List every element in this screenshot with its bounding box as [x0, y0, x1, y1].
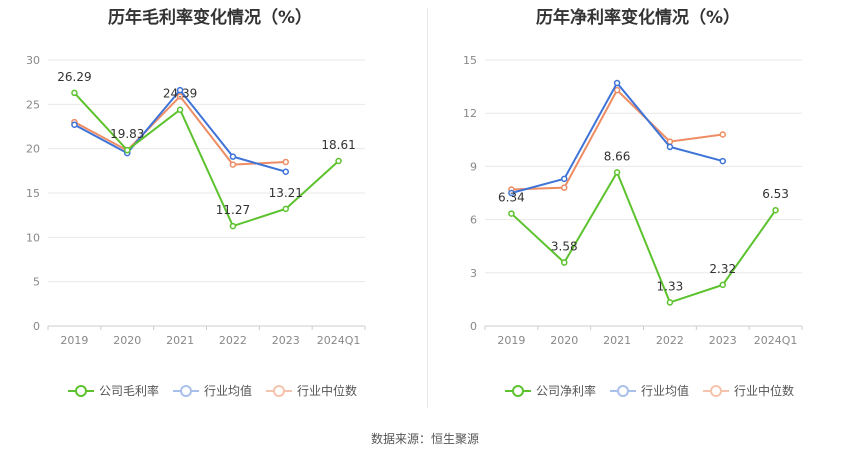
gross-margin-x-tick-label: 2023 [272, 334, 300, 347]
gross-margin-y-tick-label: 25 [26, 98, 40, 111]
net-margin-x-tick-label: 2020 [550, 334, 578, 347]
legend-label: 行业中位数 [734, 384, 795, 398]
gross-margin-data-point-1 [176, 86, 184, 94]
legend-marker-icon [610, 384, 637, 398]
net-margin-data-point-0 [613, 169, 621, 176]
net-margin-y-tick-label: 0 [470, 320, 477, 333]
net-margin-x-tick-label: 2022 [656, 334, 684, 347]
legend-marker-icon [173, 384, 200, 398]
gross-margin-data-point-0 [282, 205, 289, 213]
legend-marker-icon [703, 384, 730, 398]
net-margin-data-label: 3.58 [551, 240, 578, 254]
gross-margin-data-point-1 [229, 153, 237, 160]
net-margin-y-tick-label: 6 [470, 214, 477, 227]
gross-margin-data-point-0 [176, 106, 184, 113]
gross-margin-x-tick-label: 2020 [113, 334, 141, 347]
legend-item-company[interactable]: 公司净利率 [505, 382, 596, 399]
net-margin-data-point-2 [719, 131, 726, 138]
gross-margin-data-label: 24.39 [163, 87, 197, 101]
net-margin-data-point-0 [508, 210, 515, 217]
net-margin-data-point-1 [508, 189, 515, 197]
net-margin-x-tick-label: 2023 [709, 334, 737, 347]
net-margin-legend: 公司净利率 行业均值 行业中位数 [505, 382, 808, 399]
gross-margin-data-label: 26.29 [57, 70, 91, 84]
legend-item-industry-average[interactable]: 行业均值 [173, 382, 252, 399]
legend-label: 公司净利率 [536, 384, 597, 398]
gross-margin-x-tick-label: 2024Q1 [317, 334, 361, 347]
gross-margin-data-point-0 [335, 157, 342, 165]
net-margin-data-point-1 [666, 143, 674, 151]
legend-item-company[interactable]: 公司毛利率 [68, 382, 159, 399]
gross-margin-y-tick-label: 15 [26, 187, 40, 200]
legend-label: 行业均值 [641, 384, 690, 398]
net-margin-data-point-0 [561, 259, 568, 266]
net-margin-data-label: 8.66 [604, 149, 631, 163]
gross-margin-data-label: 11.27 [216, 203, 250, 217]
net-margin-y-tick-label: 9 [470, 160, 477, 173]
gross-margin-y-tick-label: 30 [26, 54, 40, 67]
net-margin-x-tick-label: 2024Q1 [754, 334, 798, 347]
net-margin-chart-title: 历年净利率变化情况（%） [535, 8, 741, 28]
gross-margin-y-tick-label: 0 [33, 320, 40, 333]
gross-margin-data-point-2 [176, 93, 184, 100]
gross-margin-data-point-0 [71, 89, 78, 97]
gross-margin-data-label: 18.61 [321, 138, 355, 152]
net-margin-data-point-2 [561, 184, 568, 191]
legend-label: 行业中位数 [297, 384, 358, 398]
legend-marker-icon [505, 384, 531, 398]
legend-item-industry-median[interactable]: 行业中位数 [266, 382, 357, 399]
panel-divider [427, 8, 428, 408]
net-margin-data-point-2 [613, 86, 621, 94]
gross-margin-y-tick-label: 20 [26, 143, 40, 156]
net-margin-x-tick-label: 2019 [497, 334, 525, 347]
net-margin-data-point-0 [719, 281, 726, 289]
gross-margin-x-tick-label: 2021 [166, 334, 194, 347]
gross-margin-data-point-0 [229, 222, 237, 230]
legend-label: 公司毛利率 [99, 384, 160, 398]
legend-label: 行业均值 [204, 384, 253, 398]
legend-item-industry-median[interactable]: 行业中位数 [703, 382, 794, 399]
gross-margin-data-point-1 [282, 168, 289, 175]
gross-margin-legend: 公司毛利率 行业均值 行业中位数 [68, 382, 371, 399]
legend-item-industry-average[interactable]: 行业均值 [610, 382, 689, 399]
legend-marker-icon [68, 384, 94, 398]
gross-margin-y-tick-label: 5 [33, 276, 40, 289]
gross-margin-x-tick-label: 2019 [60, 334, 88, 347]
net-margin-y-tick-label: 3 [470, 267, 477, 280]
net-margin-data-point-1 [719, 157, 726, 165]
legend-marker-icon [266, 384, 293, 398]
net-margin-data-label: 2.32 [709, 262, 736, 276]
gross-margin-data-label: 13.21 [269, 186, 303, 200]
net-margin-series-line-0 [510, 170, 777, 304]
gross-margin-chart-title: 历年毛利率变化情况（%） [107, 8, 313, 28]
gross-margin-data-point-0 [124, 146, 131, 154]
net-margin-data-label: 1.33 [657, 279, 684, 293]
gross-margin-data-point-1 [71, 121, 78, 128]
gross-margin-data-point-2 [282, 158, 289, 166]
net-margin-data-point-0 [666, 299, 674, 306]
net-margin-data-point-1 [613, 79, 621, 87]
gross-margin-data-point-2 [229, 161, 237, 168]
net-margin-data-point-1 [561, 175, 568, 183]
net-margin-x-tick-label: 2021 [603, 334, 631, 347]
net-margin-y-tick-label: 12 [463, 107, 477, 120]
gross-margin-y-tick-label: 10 [26, 231, 40, 244]
gross-margin-series-line-0 [73, 92, 340, 228]
gross-margin-x-tick-label: 2022 [219, 334, 247, 347]
data-source-note: 数据来源：恒生聚源 [370, 432, 479, 446]
net-margin-y-tick-label: 15 [463, 54, 477, 67]
net-margin-data-label: 6.53 [762, 187, 789, 201]
net-margin-data-point-0 [772, 206, 779, 214]
net-margin-data-label: 6.34 [498, 191, 525, 205]
gross-margin-data-label: 19.83 [110, 127, 144, 141]
